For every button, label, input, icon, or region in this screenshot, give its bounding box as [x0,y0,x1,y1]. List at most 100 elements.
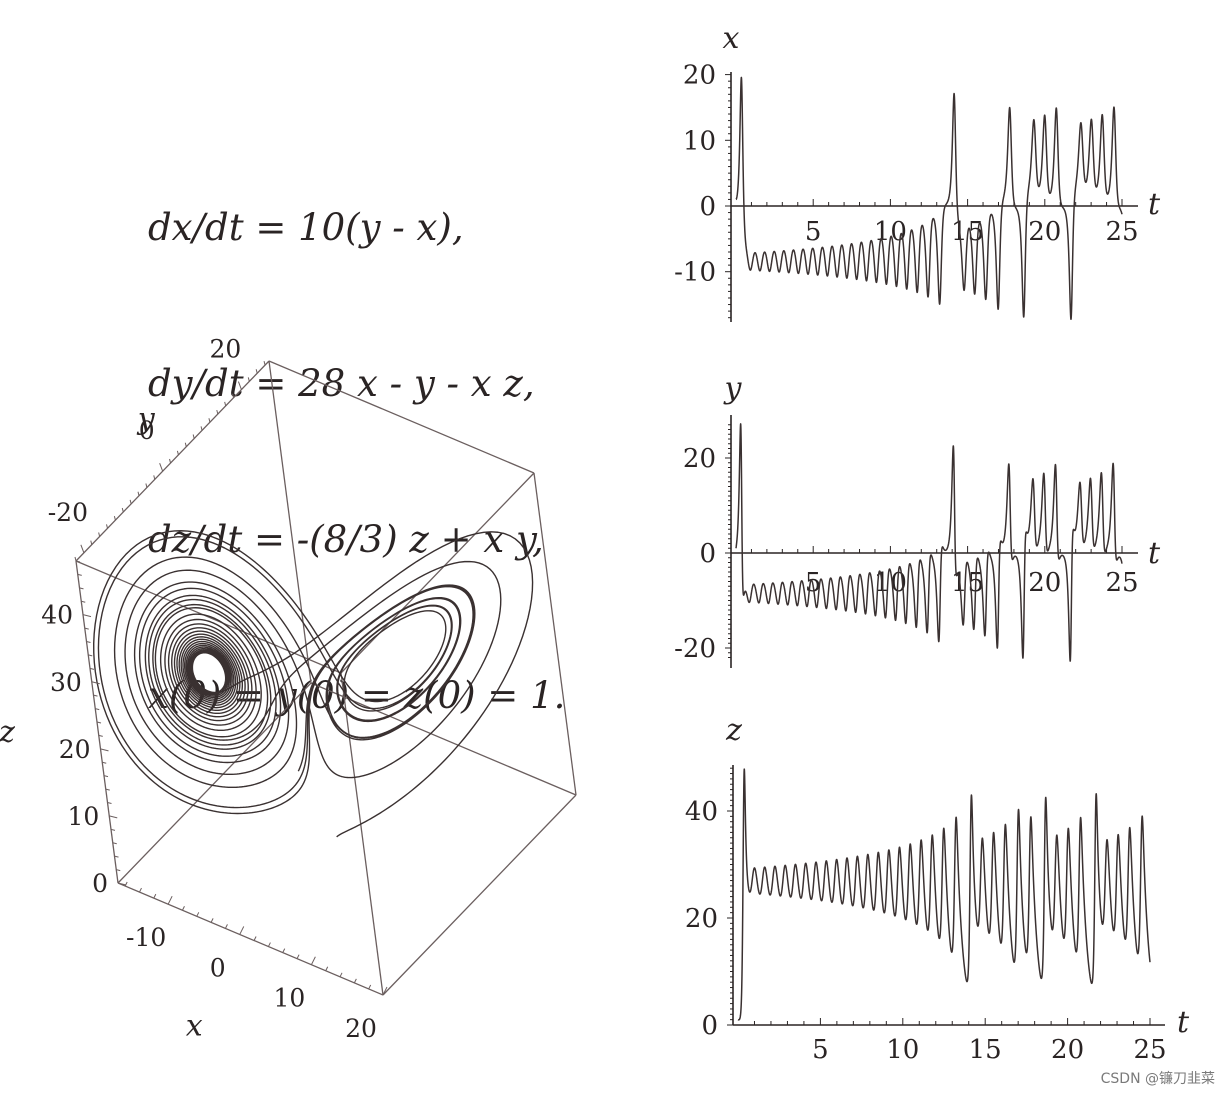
y-panel-t-title: t [1148,536,1161,571]
x-axis-tick [353,978,357,984]
y-axis-tick [169,458,172,464]
z-panel-y-tick-label: 0 [701,1011,718,1041]
y-panel-y-title: y [723,371,743,406]
y-axis-tick [153,475,156,480]
x-axis-tick [296,954,300,959]
z-tick-label: 20 [59,735,91,764]
y-panel-y-tick-label: 20 [683,444,716,474]
z-axis-tick [89,667,95,670]
x-axis-tick [224,924,228,929]
box-edge [268,360,312,684]
z-panel-x-tick-label: 25 [1133,1035,1166,1065]
box-edge [310,682,577,796]
z-panel-t-title: t [1177,1005,1190,1040]
x-axis-tick [182,906,185,911]
box-edge [117,882,384,996]
z-axis-tick [77,573,82,576]
y-axis-tick [129,499,132,504]
x-axis-tick [310,956,316,965]
y-axis-tick [159,463,164,472]
z-axis-tick [103,775,109,778]
y-axis-tick [90,540,93,545]
z-panel-y-tick-label: 40 [685,797,718,827]
z-axis-tick [98,734,103,737]
x-axis-tick [153,893,157,899]
z-panel-y-tick-label: 20 [685,904,718,934]
x-axis-tick [210,918,214,923]
z-axis-tick [88,654,93,657]
x-tick-label: -10 [126,923,166,952]
attractor-curve [93,530,534,838]
z-panel-x-tick-label: 5 [812,1035,829,1065]
z-tick-label: 40 [41,601,73,630]
y-axis-tick [184,442,187,447]
equation-block: dx/dt = 10(y - x), dy/dt = 28 x - y - x … [148,98,565,826]
y-axis-tick [192,434,195,439]
z-axis-tick [82,614,92,618]
x-panel-t-title: t [1148,187,1161,222]
z-axis-tick [102,761,107,764]
y-axis-tick [232,393,235,398]
y-series-line [735,423,1123,662]
box-edge [268,360,535,474]
z-axis-tick [93,694,98,697]
z-tick-label: 10 [67,802,99,831]
watermark: CSDN @镰刀韭菜 [1100,1071,1215,1087]
z-panel-y-title: z [725,713,742,748]
z-axis-tick [116,869,121,872]
z-axis-tick [86,641,91,643]
z-axis-tick [109,815,118,819]
x-panel-x-tick-label: 25 [1105,217,1138,247]
z-tick-label: 30 [50,668,82,697]
x-panel-y-tick-label: -10 [674,258,716,288]
y-axis-tick [121,507,124,513]
z-axis-tick [96,721,102,724]
y-axis-tick [145,483,148,488]
box-edge [533,472,577,796]
y-axis-tick [176,450,179,455]
z-panel-x-tick-label: 10 [886,1035,919,1065]
z-series-line [737,768,1151,1021]
z-axis-tick [91,681,100,685]
z-axis-tick [100,748,109,752]
box-edge [75,560,342,674]
x-axis-tick [239,926,245,935]
x-series-line [735,76,1123,320]
z-axis-tick [79,587,84,590]
box-edge [75,360,270,562]
y-panel-x-tick-label: 25 [1105,568,1138,598]
z-panel-x-tick-label: 15 [969,1035,1002,1065]
box-edge [382,794,577,996]
equation-dz: dz/dt = -(8/3) z + x y, [148,518,544,561]
y-axis-tick [255,369,258,374]
z-axis-tick [107,802,112,804]
x-axis-tick [139,887,142,893]
y-axis-tick [74,556,77,562]
equation-dx: dx/dt = 10(y - x), [148,206,464,249]
y-axis-tick [106,524,108,529]
y-axis-tick [263,360,266,366]
y-tick-label: -20 [48,498,88,527]
x-panel-y-title: x [723,21,740,56]
z-axis-tick [110,828,116,831]
z-axis-tick [75,560,81,563]
z-axis-tick [105,788,110,791]
equation-dy: dy/dt = 28 x - y - x z, [148,362,535,405]
y-axis-tick [137,491,140,496]
y-axis-tick [113,516,116,521]
y-tick-label: 0 [139,416,155,445]
y-tick-label: 20 [210,335,242,364]
box-edge [340,472,535,674]
y-panel-x-tick-label: 20 [1028,568,1061,598]
z-axis-tick [112,842,117,845]
y-axis-tick [247,377,250,382]
z-axis-title: z [0,715,15,750]
y-axis-tick [208,418,211,423]
box-edge [340,672,384,996]
x-axis-tick [196,912,200,917]
z-axis-tick [114,855,119,858]
z-axis-tick [95,708,100,711]
x-axis-title: x [186,1008,203,1043]
